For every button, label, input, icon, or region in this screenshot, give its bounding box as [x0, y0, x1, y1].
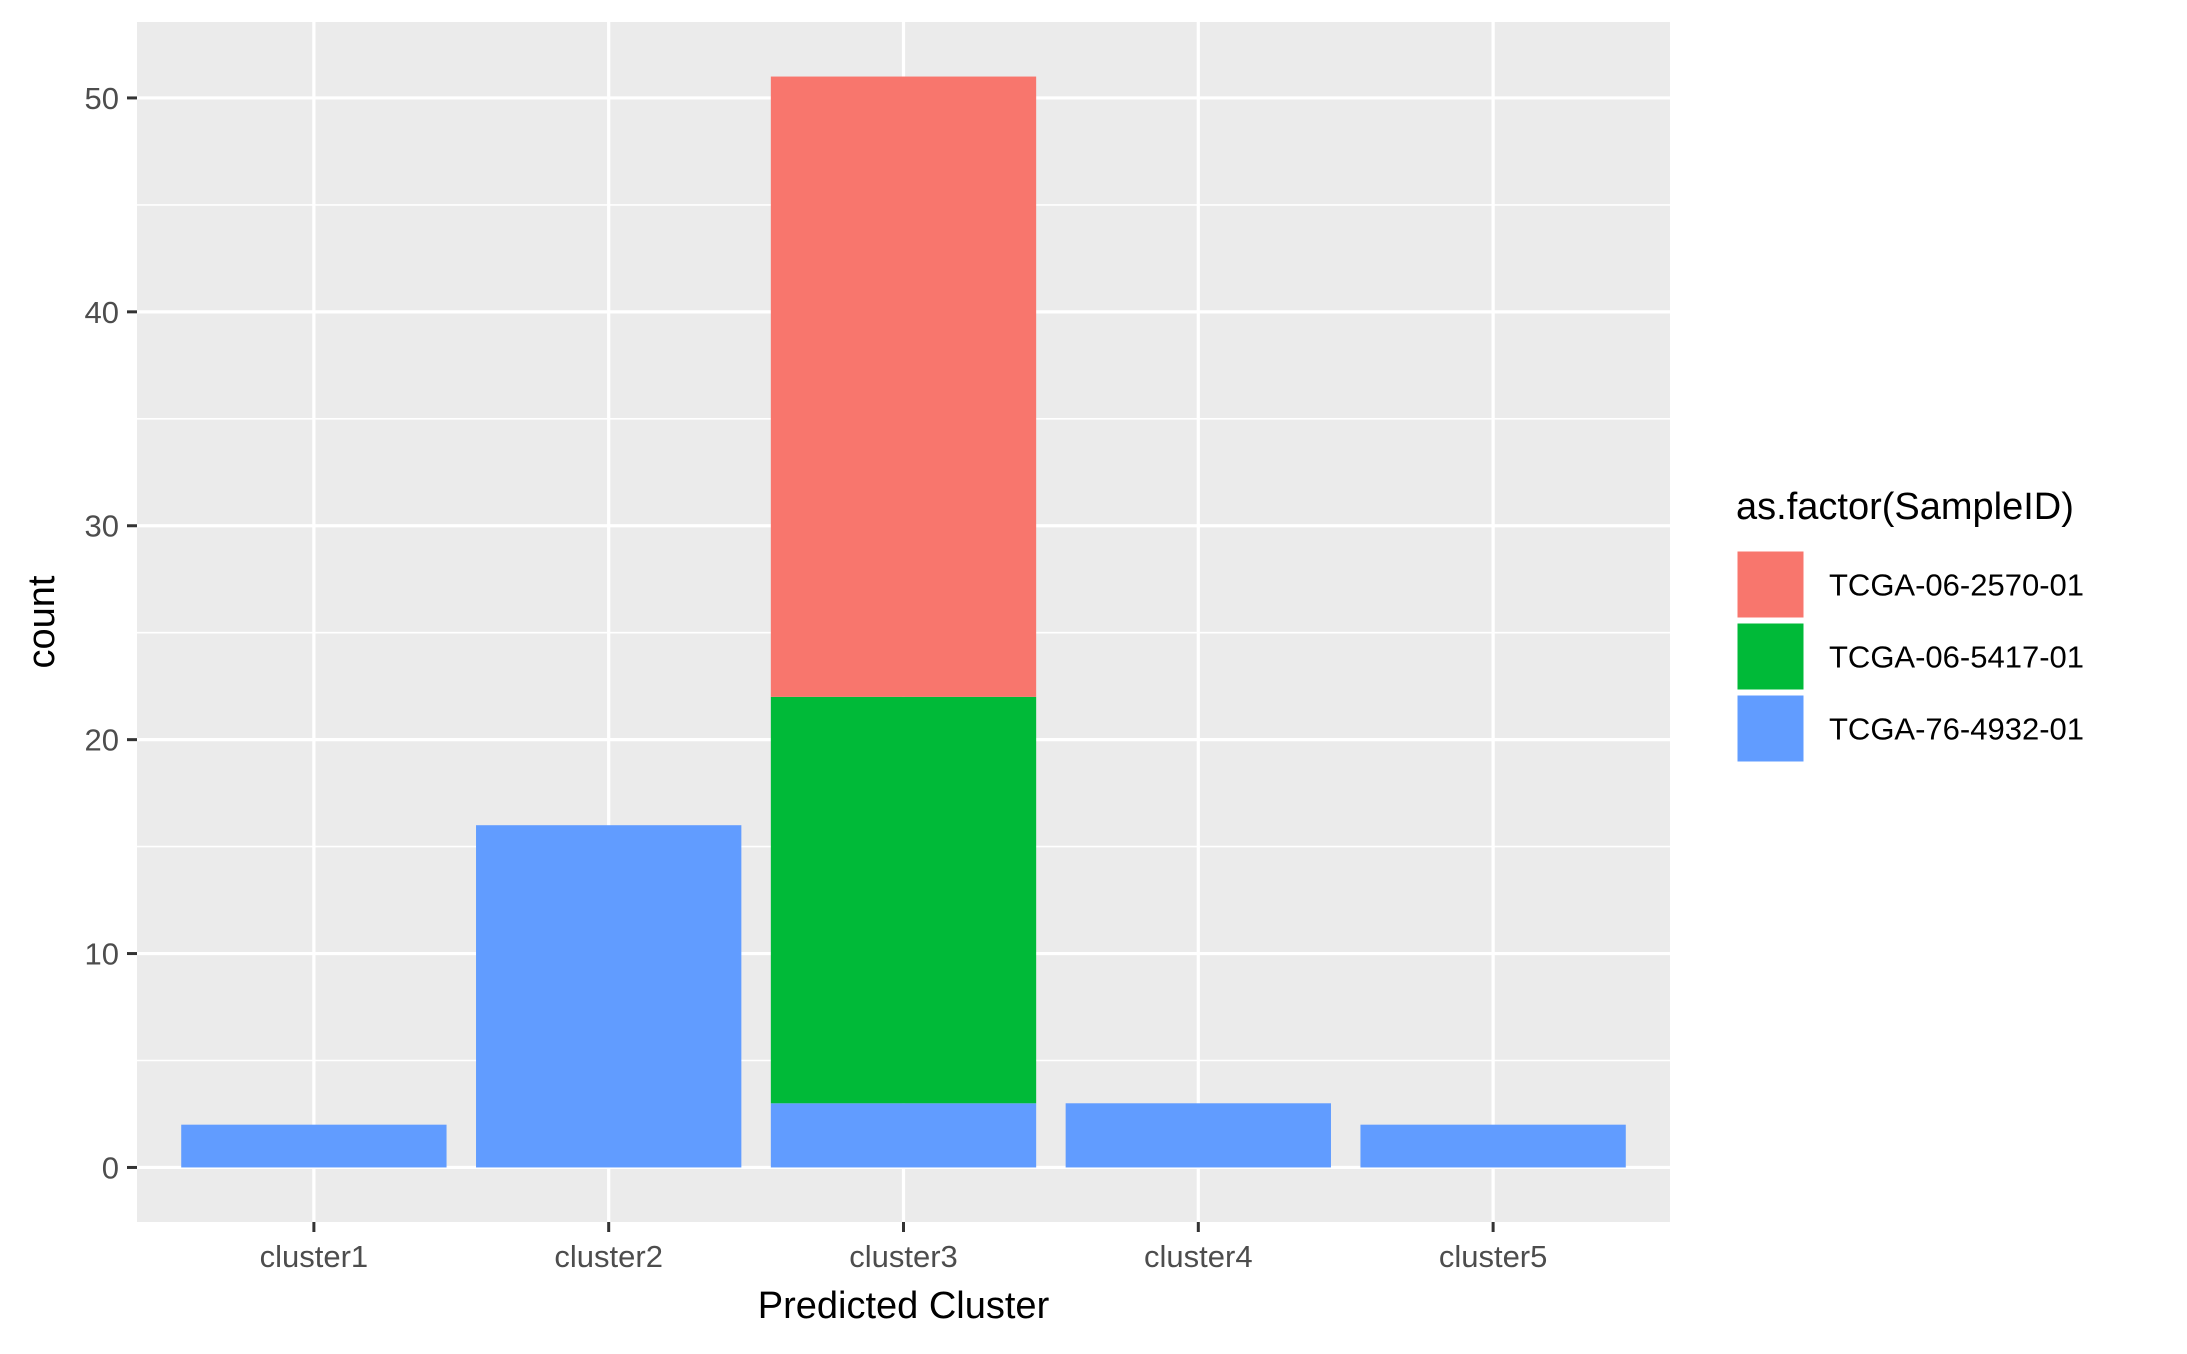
bar-cluster3-TCGA-06-5417-01	[770, 696, 1037, 1104]
bar-cluster3-TCGA-76-4932-01	[770, 1103, 1037, 1168]
x-tick-label: cluster2	[554, 1239, 663, 1274]
legend-key-TCGA-76-4932-01	[1734, 692, 1807, 765]
x-axis: cluster1 cluster2 cluster3 cluster4 cluster5	[260, 1222, 1548, 1274]
bar-cluster2-TCGA-76-4932-01	[476, 825, 742, 1168]
y-tick-label: 10	[85, 937, 119, 972]
y-tick-label: 50	[85, 81, 119, 116]
legend: as.factor(SampleID) TCGA-06-2570-01 TCGA-…	[1734, 486, 2084, 765]
x-tick-label: cluster1	[260, 1239, 369, 1274]
y-tick-label: 20	[85, 723, 119, 758]
legend-label: TCGA-06-5417-01	[1829, 640, 2084, 675]
bar-cluster5-TCGA-76-4932-01	[1360, 1124, 1626, 1168]
x-axis-title: Predicted Cluster	[758, 1285, 1050, 1327]
legend-label: TCGA-06-2570-01	[1829, 568, 2084, 603]
legend-key-TCGA-06-2570-01	[1734, 548, 1807, 621]
y-axis-title: count	[21, 575, 63, 668]
legend-title: as.factor(SampleID)	[1736, 486, 2074, 528]
y-tick-label: 30	[85, 509, 119, 544]
y-tick-label: 40	[85, 295, 119, 330]
y-tick-label: 0	[102, 1150, 119, 1185]
x-tick-label: cluster3	[849, 1239, 958, 1274]
x-tick-label: cluster5	[1439, 1239, 1548, 1274]
bar-marks	[181, 76, 1626, 1168]
legend-key-TCGA-06-5417-01	[1734, 620, 1807, 693]
bar-cluster3-TCGA-06-2570-01	[770, 76, 1037, 697]
bar-cluster1-TCGA-76-4932-01	[181, 1124, 447, 1168]
legend-label: TCGA-76-4932-01	[1829, 712, 2084, 747]
y-axis: 0 10 20 30 40 50	[85, 81, 137, 1185]
bar-cluster4-TCGA-76-4932-01	[1065, 1103, 1331, 1168]
x-tick-label: cluster4	[1144, 1239, 1253, 1274]
